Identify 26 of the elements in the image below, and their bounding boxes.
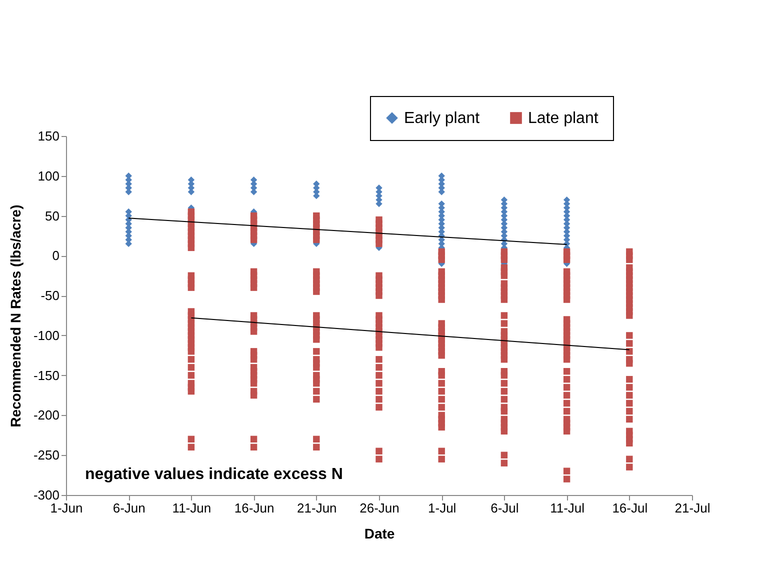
y-tick-label: 100 [38, 168, 60, 184]
x-axis-title: Date [364, 526, 395, 542]
x-tick-label: 6-Jun [112, 500, 146, 516]
y-tick-label: 0 [52, 248, 60, 264]
x-tick-label: 6-Jul [490, 500, 519, 516]
y-tick-label: -150 [33, 368, 60, 383]
annotation: negative values indicate excess N [85, 466, 343, 483]
y-tick-label: 50 [45, 208, 60, 224]
x-tick-label: 1-Jul [428, 500, 456, 516]
y-tick-label: -100 [33, 328, 60, 343]
x-tick-label: 11-Jun [172, 500, 212, 516]
legend-label: Late plant [528, 110, 599, 127]
y-tick-label: -200 [33, 408, 60, 423]
x-tick-label: 16-Jun [234, 500, 274, 516]
y-tick-label: -250 [33, 448, 60, 463]
x-tick-label: 16-Jul [612, 500, 648, 516]
x-tick-label: 21-Jun [297, 500, 337, 516]
y-tick-label: -50 [40, 288, 60, 304]
x-tick-label: 21-Jul [674, 500, 710, 516]
x-tick-label: 11-Jul [550, 500, 585, 516]
x-tick-label: 1-Jun [50, 500, 83, 516]
y-tick-label: 150 [38, 128, 60, 144]
y-tick-label: -300 [33, 488, 60, 502]
legend-label: Early plant [404, 110, 480, 127]
x-tick-label: 26-Jun [360, 500, 400, 516]
y-axis-title: Recommended N Rates (lbs/acre) [7, 204, 24, 428]
